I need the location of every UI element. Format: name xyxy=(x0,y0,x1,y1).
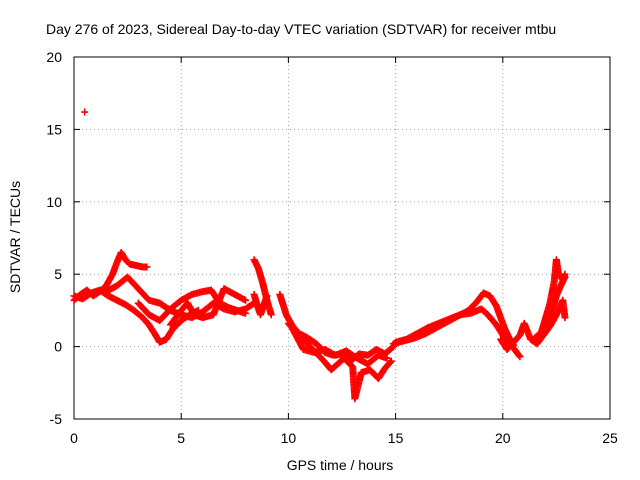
data-point-track-m xyxy=(561,314,569,322)
data-point-track-d xyxy=(242,309,250,317)
x-tick-label: 0 xyxy=(70,430,78,446)
x-tick-label: 10 xyxy=(281,430,297,446)
y-tick-label: 0 xyxy=(54,339,62,355)
data-point-outlier xyxy=(81,108,89,116)
y-tick-label: 15 xyxy=(46,121,62,137)
data-point-track-e xyxy=(242,296,250,304)
data-point-track-i xyxy=(386,358,394,366)
y-tick-label: 5 xyxy=(54,266,62,282)
x-tick-label: 5 xyxy=(177,430,185,446)
data-point-track-f xyxy=(267,311,275,319)
data-point-track-o xyxy=(561,273,569,281)
x-tick-label: 20 xyxy=(495,430,511,446)
x-tick-label: 15 xyxy=(388,430,404,446)
data-point-track-a xyxy=(143,263,151,271)
data-point-track-j xyxy=(383,354,391,362)
plot-frame xyxy=(73,56,611,420)
y-axis-label: SDTVAR / TECUs xyxy=(7,181,23,293)
data-point-track-l xyxy=(515,352,523,360)
axes: 0 5 10 15 20 25 -5 0 5 10 15 20 xyxy=(46,49,618,446)
data-point-track-l xyxy=(516,353,524,361)
y-tick-label: 20 xyxy=(46,49,62,65)
data-point-track-h xyxy=(388,344,396,352)
chart-title: Day 276 of 2023, Sidereal Day-to-day VTE… xyxy=(46,21,556,37)
gridlines xyxy=(74,57,610,419)
y-tick-label: -5 xyxy=(50,411,63,427)
data-point-track-g xyxy=(263,292,271,300)
x-axis-label: GPS time / hours xyxy=(287,457,394,473)
y-tick-label: 10 xyxy=(46,194,62,210)
x-tick-label: 25 xyxy=(602,430,618,446)
data-points xyxy=(70,108,569,403)
data-point-track-i xyxy=(387,357,395,365)
